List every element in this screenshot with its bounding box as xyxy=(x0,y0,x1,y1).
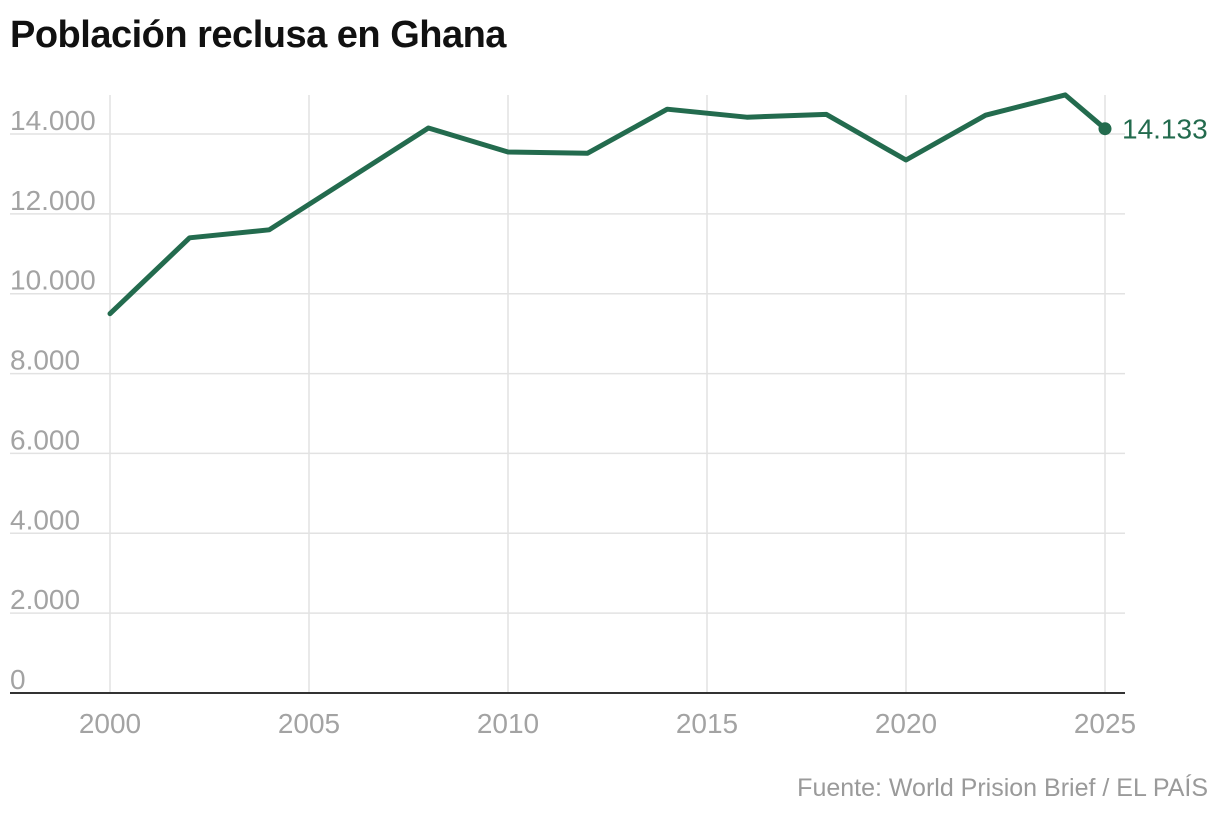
line-chart: 02.0004.0006.0008.00010.00012.00014.000 … xyxy=(10,92,1208,739)
x-tick-label: 2015 xyxy=(676,708,738,739)
y-tick-label: 10.000 xyxy=(10,265,96,296)
y-tick-label: 4.000 xyxy=(10,504,80,535)
chart-title: Población reclusa en Ghana xyxy=(10,14,506,56)
x-tick-label: 2025 xyxy=(1074,708,1136,739)
y-tick-label: 12.000 xyxy=(10,185,96,216)
y-tick-label: 0 xyxy=(10,664,26,695)
y-tick-label: 6.000 xyxy=(10,424,80,455)
series-line xyxy=(107,92,1108,317)
y-tick-label: 14.000 xyxy=(10,105,96,136)
y-tick-label: 8.000 xyxy=(10,345,80,376)
end-value-label: 14.133 xyxy=(1122,114,1208,145)
series-layer: 14.133 xyxy=(107,92,1208,317)
x-tick-label: 2020 xyxy=(875,708,937,739)
x-tick-label: 2005 xyxy=(278,708,340,739)
x-tick-label: 2010 xyxy=(477,708,539,739)
x-axis-labels: 2000 2005 2010 2015 2020 2025 xyxy=(79,708,1136,739)
grid-lines xyxy=(10,95,1125,693)
end-point-marker xyxy=(1098,122,1112,136)
y-tick-label: 2.000 xyxy=(10,584,80,615)
y-axis-labels: 0 2.000 4.000 6.000 8.000 10.000 12.000 14.000 xyxy=(10,105,96,695)
source-note: Fuente: World Prision Brief / EL PAÍS xyxy=(797,774,1208,802)
x-tick-label: 2000 xyxy=(79,708,141,739)
